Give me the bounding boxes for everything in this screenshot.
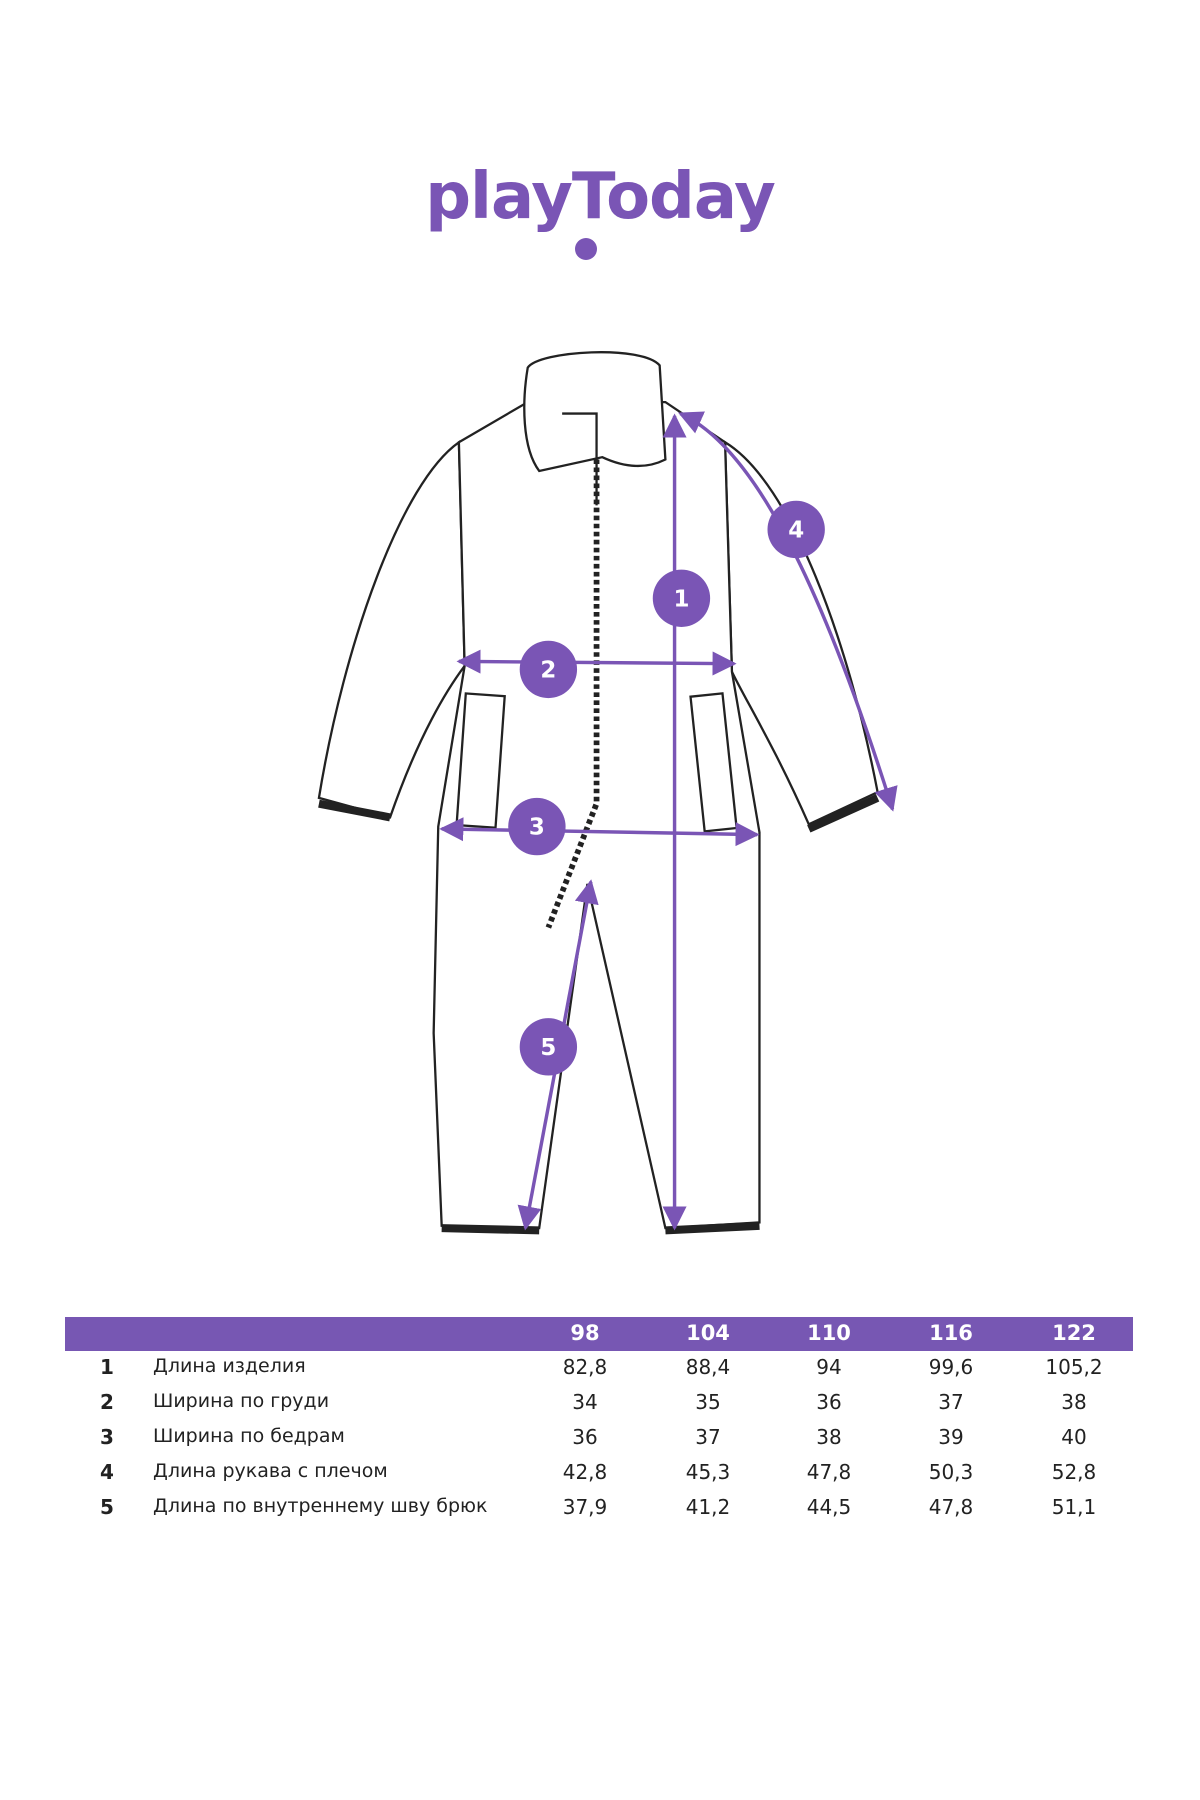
size-table: 98 104 110 116 122 1 Длина изделия 82,8 88,… bbox=[65, 1317, 1133, 1526]
svg-text:2: 2 bbox=[540, 657, 556, 683]
jumpsuit-outline bbox=[317, 351, 880, 1235]
cell-value: 37 bbox=[695, 1425, 721, 1449]
size-header: 110 bbox=[807, 1321, 851, 1345]
cell-value: 50,3 bbox=[928, 1460, 974, 1484]
row-number: 2 bbox=[100, 1390, 114, 1414]
cell-value: 34 bbox=[572, 1390, 598, 1414]
row-number: 5 bbox=[100, 1495, 114, 1519]
cell-value: 36 bbox=[572, 1425, 598, 1449]
cell-value: 35 bbox=[695, 1390, 721, 1414]
size-header-row: 98 104 110 116 122 bbox=[65, 1317, 1133, 1351]
table-row: 4 Длина рукава с плечом 42,8 45,3 47,8 50,3 52… bbox=[65, 1456, 1133, 1491]
cell-value: 99,6 bbox=[928, 1355, 974, 1379]
cell-value: 51,1 bbox=[1051, 1495, 1097, 1519]
svg-text:1: 1 bbox=[673, 586, 689, 612]
size-header: 116 bbox=[929, 1321, 973, 1345]
logo-text: playToday bbox=[425, 160, 776, 234]
cell-value: 47,8 bbox=[928, 1495, 974, 1519]
cell-value: 36 bbox=[816, 1390, 842, 1414]
marker-1: 1 bbox=[652, 569, 711, 627]
row-label: Ширина по бедрам bbox=[153, 1425, 345, 1447]
svg-text:5: 5 bbox=[540, 1035, 556, 1061]
cell-value: 42,8 bbox=[562, 1460, 608, 1484]
cell-value: 82,8 bbox=[562, 1355, 608, 1379]
size-header: 98 bbox=[570, 1321, 600, 1345]
size-header: 104 bbox=[686, 1321, 730, 1345]
size-header: 122 bbox=[1052, 1321, 1096, 1345]
marker-4: 4 bbox=[767, 500, 825, 559]
cell-value: 47,8 bbox=[806, 1460, 852, 1484]
cell-value: 37,9 bbox=[562, 1495, 608, 1519]
cell-value: 94 bbox=[816, 1355, 842, 1379]
cell-value: 44,5 bbox=[806, 1495, 852, 1519]
marker-3: 3 bbox=[508, 797, 566, 856]
row-number: 1 bbox=[100, 1355, 114, 1379]
table-row: 2 Ширина по груди 34 35 36 37 38 bbox=[65, 1386, 1133, 1421]
logo-dot bbox=[575, 238, 597, 260]
svg-text:4: 4 bbox=[788, 517, 804, 543]
measurement-markers: 1 2 3 4 5 bbox=[508, 500, 825, 1076]
row-label: Длина по внутреннему шву брюк bbox=[153, 1495, 488, 1517]
cell-value: 37 bbox=[938, 1390, 964, 1414]
cell-value: 38 bbox=[816, 1425, 842, 1449]
row-label: Длина рукава с плечом bbox=[153, 1460, 388, 1482]
cell-value: 88,4 bbox=[685, 1355, 731, 1379]
row-number: 4 bbox=[100, 1460, 114, 1484]
cell-value: 40 bbox=[1061, 1425, 1087, 1449]
marker-5: 5 bbox=[519, 1018, 578, 1076]
cell-value: 45,3 bbox=[685, 1460, 731, 1484]
row-label: Ширина по груди bbox=[153, 1390, 330, 1412]
cell-value: 38 bbox=[1061, 1390, 1087, 1414]
table-row: 1 Длина изделия 82,8 88,4 94 99,6 105,2 bbox=[65, 1351, 1133, 1386]
cell-value: 39 bbox=[938, 1425, 964, 1449]
cell-value: 52,8 bbox=[1051, 1460, 1097, 1484]
table-row: 3 Ширина по бедрам 36 37 38 39 40 bbox=[65, 1421, 1133, 1456]
brand-logo: playToday bbox=[0, 160, 1200, 260]
table-row: 5 Длина по внутреннему шву брюк 37,9 41,2 44… bbox=[65, 1491, 1133, 1526]
cell-value: 105,2 bbox=[1045, 1355, 1103, 1379]
svg-text:3: 3 bbox=[529, 815, 545, 841]
row-number: 3 bbox=[100, 1425, 114, 1449]
marker-2: 2 bbox=[519, 640, 578, 699]
row-label: Длина изделия bbox=[153, 1355, 306, 1377]
cell-value: 41,2 bbox=[685, 1495, 731, 1519]
